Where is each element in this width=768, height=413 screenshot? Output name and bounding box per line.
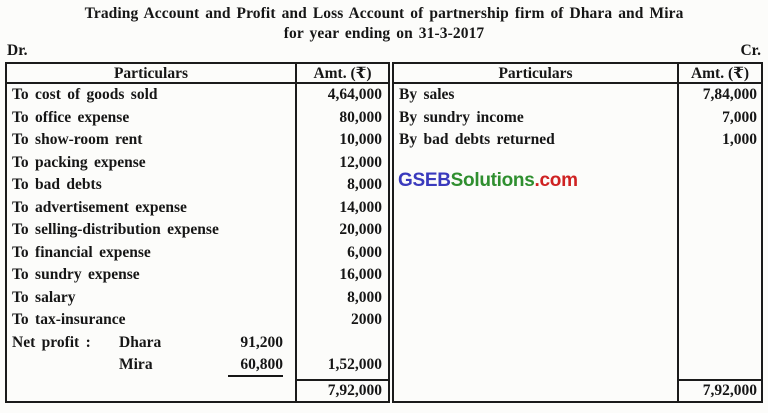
page-title: Trading Account and Profit and Loss Acco… xyxy=(0,0,768,43)
credit-header-row: Particulars Amt. (₹) xyxy=(394,64,761,84)
debit-total-row: 7,92,000 xyxy=(7,379,388,401)
table-row: To office expense 80,000 xyxy=(7,106,388,129)
title-line-1: Trading Account and Profit and Loss Acco… xyxy=(84,5,684,22)
table-row: By sundry income 7,000 xyxy=(394,106,761,129)
credit-amount-header: Amt. (₹) xyxy=(677,64,761,82)
watermark-com: .com xyxy=(534,170,578,191)
net-profit-label xyxy=(12,354,119,377)
credit-total-row: 7,92,000 xyxy=(394,379,761,401)
row-particulars: To bad debts xyxy=(12,176,102,193)
row-particulars: To salary xyxy=(12,288,76,306)
row-particulars: Mira 60,800 xyxy=(7,354,295,377)
watermark-gseb: GSEB xyxy=(398,170,451,191)
row-particulars: To advertisement expense xyxy=(12,198,187,216)
row-amount: 1,000 xyxy=(677,129,761,152)
debit-particulars-header: Particulars xyxy=(113,65,189,82)
account-table: Particulars Amt. (₹) To cost of goods so… xyxy=(5,62,763,403)
row-particulars: To packing expense xyxy=(12,153,146,171)
credit-total-spacer xyxy=(394,379,677,401)
row-particulars: To tax-insurance xyxy=(12,311,126,328)
partner-share: 91,200 xyxy=(240,333,283,351)
row-amount: 12,000 xyxy=(295,151,388,174)
row-amount: 6,000 xyxy=(295,241,388,264)
spacer-amount xyxy=(677,151,761,379)
table-row: To packing expense 12,000 xyxy=(7,151,388,174)
row-amount: 7,000 xyxy=(677,106,761,129)
spacer-particulars xyxy=(7,377,295,380)
debit-amount-header: Amt. (₹) xyxy=(295,64,388,82)
row-amount: 8,000 xyxy=(295,286,388,309)
credit-total-amount: 7,92,000 xyxy=(677,379,761,401)
row-amount: 14,000 xyxy=(295,196,388,219)
row-amount: 20,000 xyxy=(295,219,388,242)
row-amount: 16,000 xyxy=(295,264,388,287)
partner-name: Mira xyxy=(119,356,153,373)
row-amount xyxy=(295,331,388,354)
row-particulars: To selling-distribution expense xyxy=(12,221,219,238)
credit-side: Particulars Amt. (₹) GSEBSolutions.com B… xyxy=(392,62,763,403)
table-row: To cost of goods sold 4,64,000 xyxy=(7,84,388,107)
credit-particulars-header: Particulars xyxy=(498,65,573,82)
debit-total-amount: 7,92,000 xyxy=(295,379,388,401)
watermark-solutions: Solutions xyxy=(450,170,535,191)
debit-side: Particulars Amt. (₹) To cost of goods so… xyxy=(5,62,390,403)
table-row: To salary 8,000 xyxy=(7,286,388,309)
debit-header-row: Particulars Amt. (₹) xyxy=(7,64,388,84)
row-amount: 7,84,000 xyxy=(677,84,761,107)
row-particulars: By bad debts returned xyxy=(399,131,555,148)
table-row: By sales 7,84,000 xyxy=(394,84,761,107)
row-amount: 2000 xyxy=(295,309,388,332)
table-row: Net profit : Dhara 91,200 xyxy=(7,331,388,355)
row-amount: 1,52,000 xyxy=(295,354,388,377)
table-row: To show-room rent 10,000 xyxy=(7,129,388,152)
row-particulars: By sundry income xyxy=(399,108,524,126)
table-row: Mira 60,800 1,52,000 xyxy=(7,354,388,377)
row-particulars: Net profit : Dhara 91,200 xyxy=(7,332,295,355)
row-amount: 4,64,000 xyxy=(295,84,388,107)
table-row: To tax-insurance 2000 xyxy=(7,309,388,332)
row-particulars: To show-room rent xyxy=(12,131,143,148)
spacer-amount xyxy=(295,376,388,379)
dr-label: Dr. xyxy=(7,42,28,59)
partner-share: 60,800 xyxy=(228,354,283,377)
spacer-row xyxy=(394,151,761,379)
table-row: To advertisement expense 14,000 xyxy=(7,196,388,219)
debit-total-spacer xyxy=(7,379,295,401)
table-row: To financial expense 6,000 xyxy=(7,241,388,264)
partner-name: Dhara xyxy=(119,333,162,351)
row-amount: 10,000 xyxy=(295,129,388,152)
row-particulars: To cost of goods sold xyxy=(12,86,158,103)
debit-body: To cost of goods sold 4,64,000 To office e… xyxy=(7,84,388,379)
table-row: To sundry expense 16,000 xyxy=(7,264,388,287)
row-particulars: By sales xyxy=(399,86,455,103)
credit-body: GSEBSolutions.com By sales 7,84,000 By sun… xyxy=(394,84,761,379)
row-particulars: To office expense xyxy=(12,108,130,126)
net-profit-label: Net profit : xyxy=(12,333,91,351)
row-particulars: To sundry expense xyxy=(12,266,140,283)
row-amount: 8,000 xyxy=(295,174,388,197)
watermark-gsebsolutions: GSEBSolutions.com xyxy=(398,170,578,192)
dr-cr-row: Dr. Cr. xyxy=(7,42,761,60)
row-particulars: To financial expense xyxy=(12,243,151,261)
cr-label: Cr. xyxy=(740,42,761,59)
spacer-row xyxy=(7,376,388,380)
table-row: To selling-distribution expense 20,000 xyxy=(7,219,388,242)
table-row: To bad debts 8,000 xyxy=(7,174,388,197)
row-amount: 80,000 xyxy=(295,106,388,129)
table-row: By bad debts returned 1,000 xyxy=(394,129,761,152)
title-line-2: for year ending on 31-3-2017 xyxy=(283,24,485,42)
